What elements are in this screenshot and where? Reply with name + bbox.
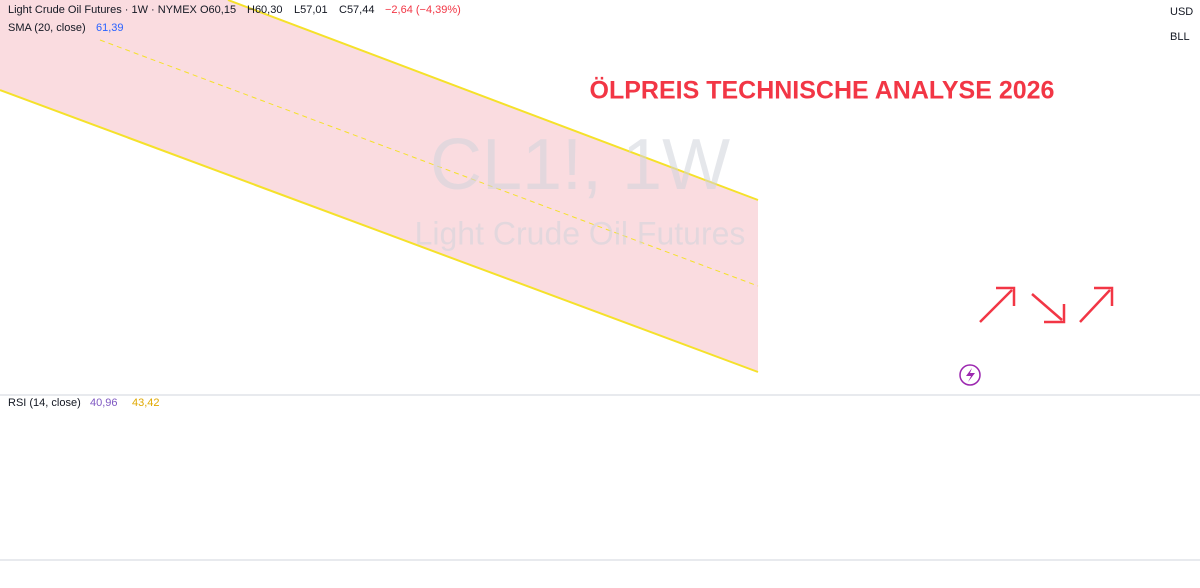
ohlc-h: H60,30 bbox=[247, 4, 282, 16]
rsi-ma-legend-value: 43,42 bbox=[132, 397, 160, 409]
ohlc-l: L57,01 bbox=[294, 4, 328, 16]
unit: BLL bbox=[1170, 31, 1190, 43]
channel-upper bbox=[227, 0, 759, 201]
currency: USD bbox=[1170, 6, 1193, 18]
forecast-arrows bbox=[979, 286, 1114, 324]
ohlc-o: O60,15 bbox=[200, 4, 236, 16]
watermark: CL1!, 1W bbox=[430, 125, 730, 205]
sma-legend-value: 61,39 bbox=[96, 22, 124, 34]
rsi-legend-value: 40,96 bbox=[90, 397, 118, 409]
price-axis bbox=[1135, 0, 1200, 588]
rsi-legend: RSI (14, close) bbox=[8, 397, 81, 409]
watermark: Light Crude Oil Futures bbox=[415, 215, 746, 251]
ohlc-c: C57,44 bbox=[339, 4, 374, 16]
channel-mid bbox=[99, 39, 759, 287]
channel-fill bbox=[0, 0, 758, 372]
symbol: Light Crude Oil Futures · 1W · NYMEX bbox=[8, 4, 198, 16]
ohlc-change: −2,64 (−4,39%) bbox=[385, 4, 461, 16]
sma-legend: SMA (20, close) bbox=[8, 22, 86, 34]
overlay-title: ÖLPREIS TECHNISCHE ANALYSE 2026 bbox=[590, 76, 1055, 105]
event-icon-bolt bbox=[966, 368, 975, 382]
event-icon[interactable] bbox=[959, 364, 981, 386]
channel-lower bbox=[0, 89, 759, 373]
